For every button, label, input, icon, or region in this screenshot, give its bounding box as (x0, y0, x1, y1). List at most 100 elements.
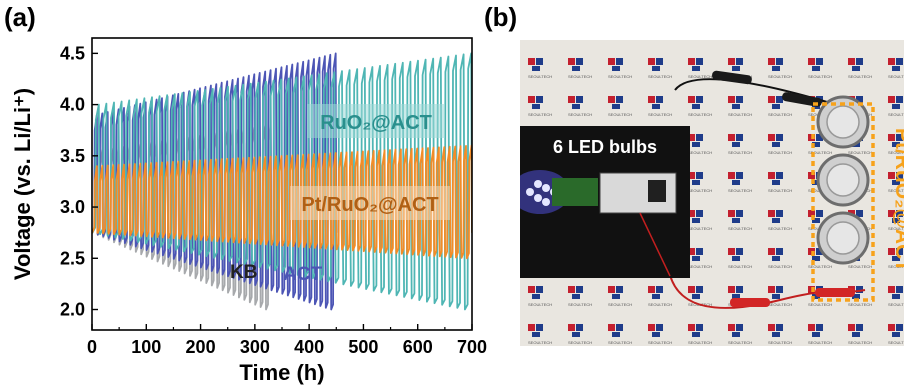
logo-text: SEOULTECH (888, 302, 904, 307)
logo-blue-square (896, 134, 903, 141)
logo-red-square (608, 58, 615, 65)
logo-blue-bar (532, 294, 540, 299)
y-tick-label-2.0: 2.0 (60, 300, 85, 320)
logo-blue-square (616, 324, 623, 331)
seoultech-logo: SEOULTECH (728, 96, 752, 117)
logo-red-square (768, 172, 775, 179)
logo-blue-bar (532, 104, 540, 109)
photo-illustration: SEOULTECH SEOULTECH SEOULTECH SEOULTECH SEOU… (520, 40, 904, 346)
logo-text: SEOULTECH (648, 302, 672, 307)
logo-red-square (768, 58, 775, 65)
inset-red-wire (639, 212, 671, 277)
logo-blue-square (856, 324, 863, 331)
black-clip-2 (782, 92, 822, 107)
annotation-ruo2-act: RuO₂@ACT (320, 112, 432, 134)
logo-blue-square (776, 324, 783, 331)
logo-text: SEOULTECH (528, 74, 552, 79)
logo-red-square (688, 172, 695, 179)
led-circuit-board (552, 178, 598, 206)
logo-blue-square (856, 58, 863, 65)
seoultech-logo: SEOULTECH (728, 134, 752, 155)
logo-blue-square (856, 96, 863, 103)
seoultech-logo: SEOULTECH (888, 286, 904, 307)
led-bulb-lens (826, 163, 860, 197)
logo-blue-square (616, 58, 623, 65)
logo-red-square (728, 96, 735, 103)
seoultech-logo: SEOULTECH (768, 172, 792, 193)
logo-red-square (728, 324, 735, 331)
logo-text: SEOULTECH (848, 302, 872, 307)
logo-blue-square (896, 58, 903, 65)
logo-blue-square (736, 210, 743, 217)
plot-area (92, 52, 472, 311)
logo-blue-bar (692, 104, 700, 109)
logo-text: SEOULTECH (888, 112, 904, 117)
logo-text: SEOULTECH (688, 226, 712, 231)
logo-text: SEOULTECH (688, 340, 712, 345)
logo-blue-bar (772, 142, 780, 147)
y-tick-label-2.5: 2.5 (60, 248, 85, 268)
logo-text: SEOULTECH (648, 74, 672, 79)
seoultech-logo: SEOULTECH (768, 324, 792, 345)
logo-text: SEOULTECH (888, 226, 904, 231)
seoultech-logo: SEOULTECH (808, 324, 832, 345)
vertical-catalyst-label: Pt/RuO₂@ACT (891, 128, 904, 272)
logo-blue-square (776, 286, 783, 293)
logo-blue-bar (572, 332, 580, 337)
logo-blue-square (776, 58, 783, 65)
logo-blue-bar (892, 142, 900, 147)
logo-blue-bar (892, 218, 900, 223)
logo-blue-bar (892, 294, 900, 299)
logo-blue-bar (732, 256, 740, 261)
logo-text: SEOULTECH (848, 74, 872, 79)
logo-text: SEOULTECH (648, 112, 672, 117)
logo-text: SEOULTECH (528, 112, 552, 117)
logo-red-square (728, 248, 735, 255)
logo-red-square (808, 172, 815, 179)
logo-blue-square (856, 210, 863, 217)
logo-text: SEOULTECH (728, 188, 752, 193)
logo-text: SEOULTECH (808, 340, 832, 345)
x-tick-label-400: 400 (294, 337, 324, 357)
logo-blue-square (536, 324, 543, 331)
small-led-2 (542, 184, 550, 192)
logo-red-square (808, 58, 815, 65)
seoultech-logo: SEOULTECH (688, 172, 712, 193)
logo-blue-square (896, 96, 903, 103)
cell-cap (648, 180, 666, 202)
seoultech-logo: SEOULTECH (768, 286, 792, 307)
logo-red-square (888, 134, 895, 141)
logo-text: SEOULTECH (728, 264, 752, 269)
seoultech-logo: SEOULTECH (768, 58, 792, 79)
seoultech-logo: SEOULTECH (648, 286, 672, 307)
seoultech-logo: SEOULTECH (608, 96, 632, 117)
logo-text: SEOULTECH (528, 302, 552, 307)
seoultech-logo: SEOULTECH (888, 58, 904, 79)
seoultech-logo: SEOULTECH (768, 210, 792, 231)
panel-a-label: (a) (4, 2, 36, 32)
y-tick-label-3.5: 3.5 (60, 146, 85, 166)
seoultech-logo: SEOULTECH (608, 324, 632, 345)
x-tick-label-0: 0 (87, 337, 97, 357)
logo-blue-bar (732, 104, 740, 109)
led-bulb-lens (826, 221, 860, 255)
seoultech-logo: SEOULTECH (728, 248, 752, 269)
seoultech-logo: SEOULTECH (688, 58, 712, 79)
logo-blue-square (696, 134, 703, 141)
logo-text: SEOULTECH (608, 302, 632, 307)
logo-red-square (728, 210, 735, 217)
logo-text: SEOULTECH (768, 74, 792, 79)
logo-blue-square (896, 324, 903, 331)
logo-text: SEOULTECH (568, 340, 592, 345)
logo-text: SEOULTECH (888, 264, 904, 269)
logo-red-square (568, 96, 575, 103)
x-tick-label-100: 100 (131, 337, 161, 357)
logo-red-square (808, 210, 815, 217)
logo-blue-bar (732, 294, 740, 299)
dashed-highlight-box (811, 102, 875, 302)
x-axis-label: Time (h) (239, 360, 324, 385)
logo-red-square (568, 324, 575, 331)
seoultech-logo: SEOULTECH (608, 58, 632, 79)
annotation-pt-ruo2-act: Pt/RuO₂@ACT (301, 194, 438, 216)
logo-red-square (888, 324, 895, 331)
